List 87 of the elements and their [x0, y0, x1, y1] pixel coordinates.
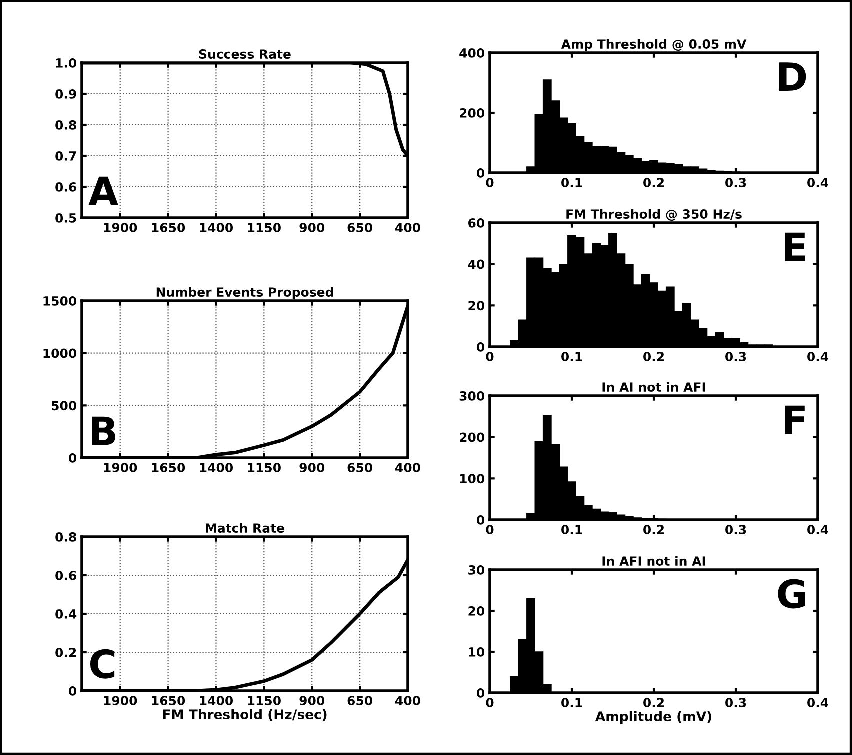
x-tick-label: 900: [300, 696, 325, 706]
x-tick-label: 650: [348, 223, 373, 233]
x-tick-label: 400: [396, 696, 420, 706]
y-tick-label: 0.7: [56, 151, 76, 161]
annotation: G: [778, 579, 806, 609]
y-tick-label: 400: [460, 48, 485, 58]
y-tick-label: 200: [460, 108, 485, 118]
y-tick-label: 0.2: [56, 648, 76, 658]
x-tick-label: 1150: [248, 463, 281, 473]
x-tick-label: 400: [396, 223, 420, 233]
x-tick-label: 900: [300, 223, 325, 233]
y-tick-label: 500: [52, 401, 77, 411]
y-tick-label: 100: [460, 474, 485, 484]
y-tick-label: 0: [477, 688, 485, 698]
chart-title: Number Events Proposed: [156, 287, 334, 300]
chart-title: Amp Threshold @ 0.05 mV: [561, 39, 747, 52]
y-tick-label: 0.9: [56, 89, 76, 99]
x-tick-label: 0.4: [808, 352, 828, 362]
x-tick-label: 0: [486, 698, 494, 708]
y-tick-label: 10: [469, 647, 485, 657]
chart-title: FM Threshold @ 350 Hz/s: [566, 209, 742, 222]
y-tick-label: 60: [468, 218, 485, 228]
x-tick-label: 1650: [152, 463, 186, 473]
y-tick-label: 0.8: [56, 120, 76, 130]
x-tick-label: 0.4: [808, 698, 828, 708]
annotation: F: [785, 406, 805, 434]
x-tick-label: 0: [486, 178, 494, 188]
x-tick-label: 0.2: [644, 525, 664, 535]
x-tick-label: 0.2: [644, 352, 664, 362]
x-tick-label: 1400: [200, 223, 234, 233]
x-tick-label: 0: [486, 525, 494, 535]
x-tick-label: 650: [348, 463, 373, 473]
x-tick-label: 1900: [104, 463, 138, 473]
annotation: C: [90, 649, 115, 679]
x-tick-label: 0.3: [726, 525, 746, 535]
x-tick-label: 1900: [104, 223, 138, 233]
chart-title: In AI not in AFI: [602, 382, 706, 392]
x-tick-label: 400: [396, 463, 420, 473]
y-tick-label: 0: [69, 686, 77, 696]
x-tick-label: 0.2: [644, 698, 664, 708]
x-tick-label: 1150: [248, 223, 281, 233]
x-tick-label: 0.1: [562, 352, 582, 362]
annotation: E: [785, 232, 806, 262]
x-tick-label: 1400: [200, 463, 234, 473]
y-tick-label: 20: [468, 606, 485, 616]
x-tick-label: 0.1: [562, 698, 582, 708]
x-tick-label: 0: [486, 352, 494, 362]
x-tick-label: 1150: [248, 696, 281, 706]
y-tick-label: 30: [468, 565, 485, 575]
x-axis-title: FM Threshold (Hz/sec): [163, 709, 327, 722]
y-tick-label: 0.6: [56, 182, 76, 192]
y-tick-label: 0: [477, 342, 485, 352]
y-tick-label: 200: [460, 432, 485, 442]
y-tick-label: 0.6: [56, 570, 76, 580]
x-tick-label: 1650: [152, 696, 186, 706]
x-tick-label: 0.4: [808, 178, 828, 188]
y-tick-label: 0: [477, 515, 485, 525]
annotation: A: [88, 176, 118, 206]
y-tick-label: 0.8: [56, 532, 76, 542]
y-tick-label: 1.0: [56, 58, 77, 68]
y-tick-label: 0.4: [56, 609, 77, 619]
y-tick-label: 1000: [44, 348, 77, 358]
y-tick-label: 20: [468, 301, 485, 311]
y-tick-label: 300: [460, 391, 485, 401]
x-tick-label: 0.3: [726, 698, 746, 708]
x-tick-label: 0.1: [562, 178, 582, 188]
y-tick-label: 0.5: [56, 213, 76, 223]
y-tick-label: 1500: [44, 296, 77, 306]
x-tick-label: 650: [348, 696, 373, 706]
x-tick-label: 0.3: [726, 178, 746, 188]
chart-title: Success Rate: [199, 50, 291, 60]
x-axis-title: Amplitude (mV): [595, 711, 712, 724]
chart-title: In AFI not in AI: [602, 556, 706, 566]
x-tick-label: 1650: [152, 223, 186, 233]
y-tick-label: 0: [69, 453, 77, 463]
y-tick-label: 40: [468, 260, 485, 270]
y-tick-label: 0: [477, 168, 485, 178]
x-tick-label: 0.3: [726, 352, 746, 362]
chart-title: Match Rate: [206, 523, 284, 534]
annotation: B: [92, 416, 116, 446]
x-tick-label: 0.2: [644, 178, 664, 188]
x-tick-label: 900: [300, 463, 325, 473]
x-tick-label: 0.1: [562, 525, 582, 535]
x-tick-label: 0.4: [808, 525, 828, 535]
x-tick-label: 1900: [104, 696, 138, 706]
x-tick-label: 1400: [200, 696, 234, 706]
annotation: D: [779, 62, 806, 91]
